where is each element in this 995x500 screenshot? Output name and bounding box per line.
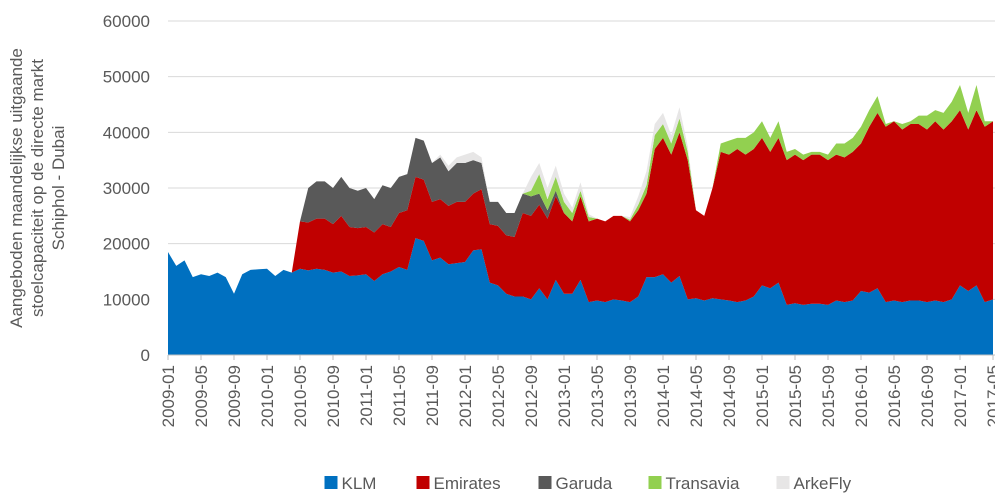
area (168, 238, 993, 355)
legend-swatch (648, 476, 662, 489)
x-tick-label: 2011-09 (423, 365, 442, 426)
x-tick-label: 2017-01 (951, 365, 970, 427)
x-tick-label: 2010-01 (258, 365, 277, 427)
y-tick-label: 50000 (103, 68, 150, 87)
y-tick-label: 60000 (103, 12, 150, 31)
area (168, 110, 993, 305)
x-tick-label: 2012-05 (489, 365, 508, 427)
x-tick-label: 2011-05 (390, 365, 409, 426)
x-tick-label: 2015-09 (819, 365, 838, 427)
x-tick-label: 2017-05 (984, 365, 995, 427)
x-tick-label: 2016-09 (918, 365, 937, 427)
x-tick-label: 2012-01 (456, 365, 475, 427)
legend-label: Transavia (666, 474, 741, 493)
area (168, 85, 993, 294)
legend-label: Emirates (434, 474, 501, 493)
x-tick-label: 2013-09 (621, 365, 640, 427)
y-tick-label: 0 (141, 346, 150, 365)
y-tick-label: 40000 (103, 123, 150, 142)
x-tick-label: 2013-01 (555, 365, 574, 427)
x-tick-label: 2009-01 (159, 365, 178, 427)
legend-label: Garuda (556, 474, 613, 493)
x-tick-label: 2010-05 (291, 365, 310, 427)
y-tick-label: 20000 (103, 235, 150, 254)
x-tick-label: 2016-01 (852, 365, 871, 427)
x-tick-label: 2013-05 (588, 365, 607, 427)
y-axis-title: stoelcapaciteit op de directe markt (28, 59, 47, 317)
legend-swatch (776, 476, 790, 489)
area (168, 110, 993, 294)
x-tick-label: 2009-09 (225, 365, 244, 427)
x-tick-label: 2011-01 (357, 365, 376, 426)
x-tick-label: 2015-01 (753, 365, 772, 427)
y-tick-label: 30000 (103, 179, 150, 198)
x-tick-label: 2014-05 (687, 365, 706, 427)
legend-swatch (416, 476, 430, 489)
x-tick-label: 2010-09 (324, 365, 343, 427)
x-tick-label: 2014-09 (720, 365, 739, 427)
x-tick-label: 2014-01 (654, 365, 673, 427)
legend-swatch (538, 476, 552, 489)
legend-label: ArkeFly (794, 474, 852, 493)
x-tick-label: 2015-05 (786, 365, 805, 427)
y-axis-title: Schiphol - Dubai (49, 126, 68, 251)
legend-label: KLM (342, 474, 377, 493)
x-tick-label: 2012-09 (522, 365, 541, 427)
legend-swatch (324, 476, 338, 489)
y-axis-title: Aangeboden maandelijkse uitgaande (7, 48, 26, 328)
x-tick-label: 2009-05 (192, 365, 211, 427)
y-tick-label: 10000 (103, 290, 150, 309)
x-tick-label: 2016-05 (885, 365, 904, 427)
